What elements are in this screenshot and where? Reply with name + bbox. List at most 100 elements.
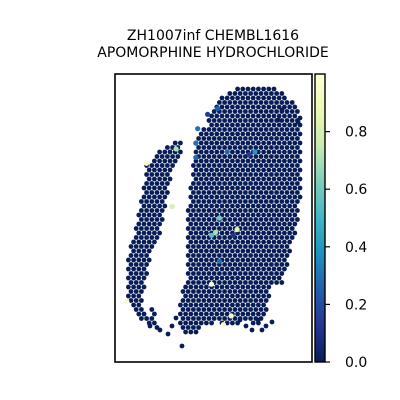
spot: [191, 298, 196, 303]
spot: [201, 190, 207, 195]
spot: [227, 289, 233, 294]
spot: [224, 284, 230, 290]
spot: [243, 181, 248, 186]
spot: [245, 266, 251, 272]
spot: [240, 293, 246, 299]
spot: [263, 235, 269, 240]
spot: [292, 158, 298, 164]
spot: [282, 95, 287, 101]
spot: [279, 181, 285, 186]
colorbar-ticks: 0.0 0.2 0.4 0.6 0.8: [325, 125, 367, 371]
spot: [157, 149, 163, 155]
spot: [227, 190, 233, 195]
chart-title-line-1: ZH1007inf CHEMBL1616: [127, 28, 299, 44]
spot: [269, 145, 274, 150]
spot: [253, 118, 259, 123]
spot: [243, 298, 248, 303]
spot: [222, 118, 228, 123]
spot: [237, 217, 243, 222]
spot: [146, 203, 152, 209]
spot: [240, 248, 246, 254]
spot: [230, 302, 235, 308]
spot: [224, 104, 230, 110]
spot: [232, 280, 238, 285]
spot: [261, 248, 266, 254]
spot: [141, 284, 147, 290]
spot: [214, 131, 220, 137]
spot: [243, 323, 249, 329]
spot: [287, 122, 292, 128]
spot: [198, 167, 204, 173]
spot: [279, 107, 285, 113]
spot: [131, 248, 137, 254]
spot: [258, 91, 264, 96]
spot: [128, 253, 134, 258]
spot: [250, 293, 256, 299]
spot: [259, 327, 265, 333]
spot: [131, 284, 137, 290]
spot: [245, 122, 251, 128]
spot: [227, 136, 233, 141]
spot: [193, 149, 199, 155]
spot: [219, 194, 225, 200]
spot: [217, 136, 222, 141]
spot: [250, 104, 256, 110]
spot: [214, 239, 220, 245]
spot: [224, 176, 230, 182]
spot: [235, 167, 241, 173]
spot: [240, 131, 246, 137]
spot: [206, 271, 212, 276]
spot: [274, 91, 279, 96]
spot: [287, 239, 292, 245]
spot: [266, 230, 272, 236]
spot: [240, 158, 246, 164]
spot: [227, 307, 233, 312]
spot: [261, 176, 266, 182]
spot: [146, 221, 152, 227]
spot: [250, 248, 256, 254]
spot: [245, 203, 251, 209]
spot: [196, 280, 202, 285]
spot: [263, 262, 269, 267]
spot: [256, 122, 261, 128]
spot: [237, 298, 243, 303]
spot: [243, 145, 248, 150]
spot: [279, 271, 285, 276]
spot: [224, 311, 230, 317]
spot: [198, 266, 204, 272]
spot: [235, 284, 241, 290]
spot: [237, 127, 243, 132]
spot: [217, 235, 222, 240]
spot: [263, 271, 269, 276]
spot: [217, 154, 222, 159]
spot: [141, 194, 147, 200]
spot: [266, 95, 272, 101]
spot: [266, 158, 272, 164]
spot: [204, 194, 209, 200]
spot: [256, 230, 261, 236]
spot: [275, 117, 281, 123]
spot: [243, 172, 248, 177]
spot: [284, 118, 290, 123]
spot: [245, 230, 251, 236]
spot: [250, 176, 256, 182]
spot: [269, 91, 274, 96]
spot: [284, 181, 290, 186]
spot: [219, 266, 225, 272]
spot: [159, 208, 165, 213]
spot: [224, 140, 230, 146]
chart-title-line-2: APOMORPHINE HYDROCHLORIDE: [97, 45, 328, 61]
spot: [149, 163, 155, 168]
spot: [206, 253, 212, 258]
spot: [196, 145, 202, 150]
spot: [240, 149, 246, 155]
spot: [191, 244, 196, 249]
spot: [154, 181, 160, 186]
spot: [144, 190, 150, 195]
spot: [240, 185, 246, 191]
spot: [206, 316, 212, 321]
spot: [261, 113, 266, 119]
spot: [250, 239, 256, 245]
spot: [209, 275, 215, 281]
